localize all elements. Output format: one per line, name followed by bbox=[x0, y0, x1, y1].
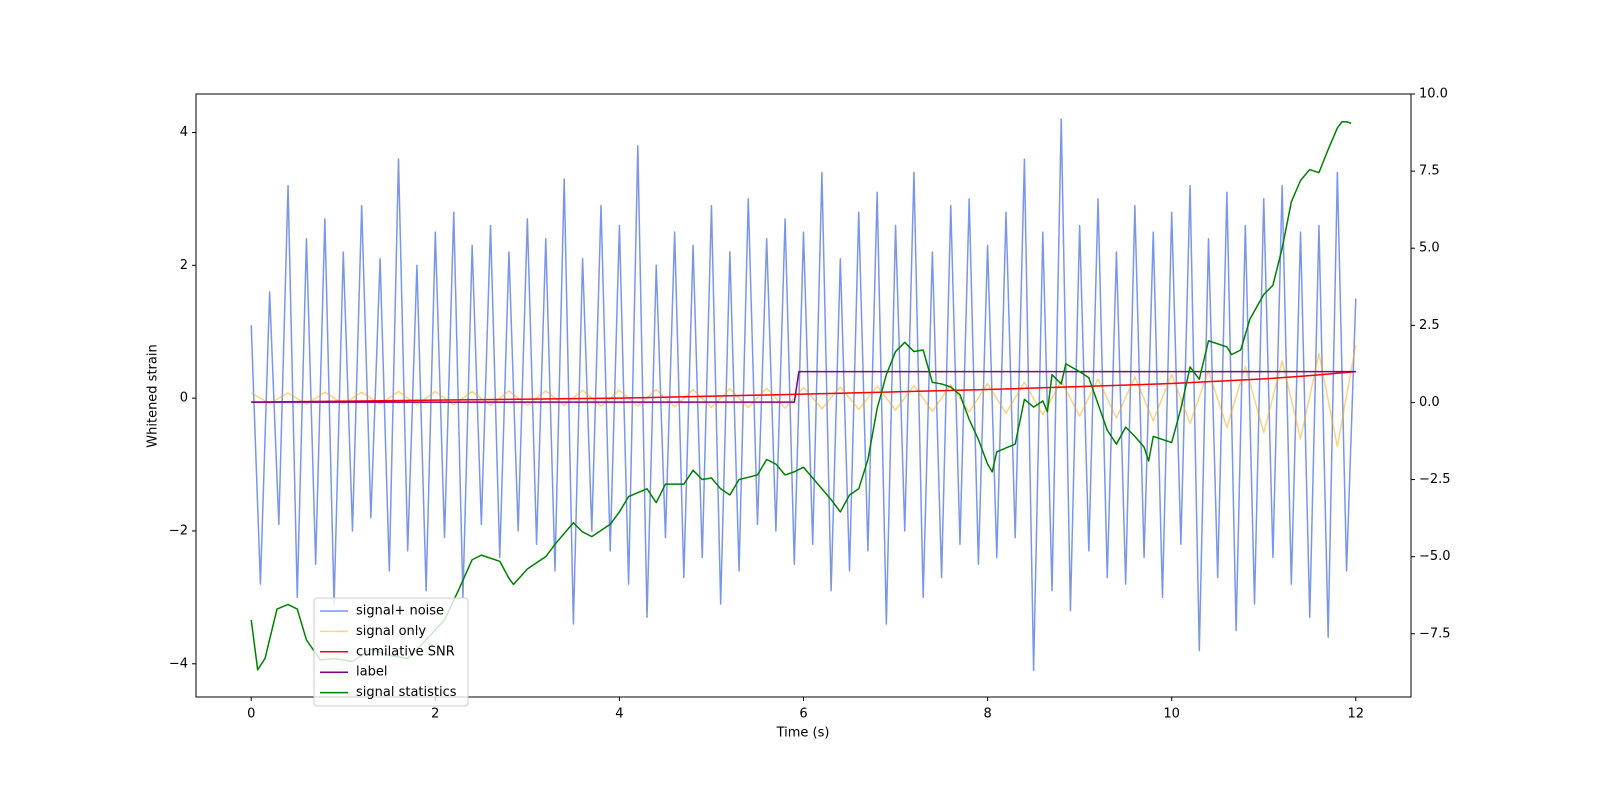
y-tick-label: 0 bbox=[180, 391, 188, 406]
series-line bbox=[250, 344, 1357, 448]
y-tick-label: −4 bbox=[169, 656, 188, 671]
y-tick-label: 4 bbox=[180, 125, 188, 140]
x-tick-label: 10 bbox=[1163, 707, 1180, 722]
legend-label: signal only bbox=[356, 624, 426, 639]
y2-tick-label: 7.5 bbox=[1419, 164, 1440, 179]
y2-tick-label: −7.5 bbox=[1419, 626, 1451, 641]
legend-label: label bbox=[356, 665, 387, 680]
x-tick-label: 2 bbox=[431, 707, 439, 722]
x-tick-label: 8 bbox=[983, 707, 991, 722]
y-tick-label: 2 bbox=[180, 258, 188, 273]
legend-label: signal+ noise bbox=[356, 604, 444, 619]
legend-box bbox=[313, 597, 469, 707]
plot-area bbox=[250, 118, 1357, 672]
y2-tick-label: −5.0 bbox=[1419, 549, 1451, 564]
x-tick-label: 12 bbox=[1347, 707, 1364, 722]
legend-label: cumilative SNR bbox=[356, 644, 455, 659]
legend: signal+ noise signal only cumilative SNR la… bbox=[313, 597, 469, 707]
y2-tick-label: 2.5 bbox=[1419, 318, 1440, 333]
y2-tick-label: −2.5 bbox=[1419, 472, 1451, 487]
y-tick-label: −2 bbox=[169, 523, 188, 538]
series-line bbox=[250, 121, 1352, 671]
legend-label: signal statistics bbox=[356, 685, 457, 700]
series-line bbox=[251, 370, 1356, 403]
x-tick-label: 4 bbox=[615, 707, 623, 722]
series-line bbox=[251, 370, 1356, 403]
x-tick-label: 0 bbox=[247, 707, 255, 722]
y-axis-label: Whitened strain bbox=[146, 344, 161, 447]
x-axis-label: Time (s) bbox=[776, 726, 830, 741]
y2-tick-label: 0.0 bbox=[1419, 395, 1440, 410]
y2-tick-label: 5.0 bbox=[1419, 241, 1440, 256]
series-line bbox=[250, 118, 1357, 672]
x-tick-label: 6 bbox=[799, 707, 807, 722]
y2-tick-label: 10.0 bbox=[1419, 87, 1448, 102]
